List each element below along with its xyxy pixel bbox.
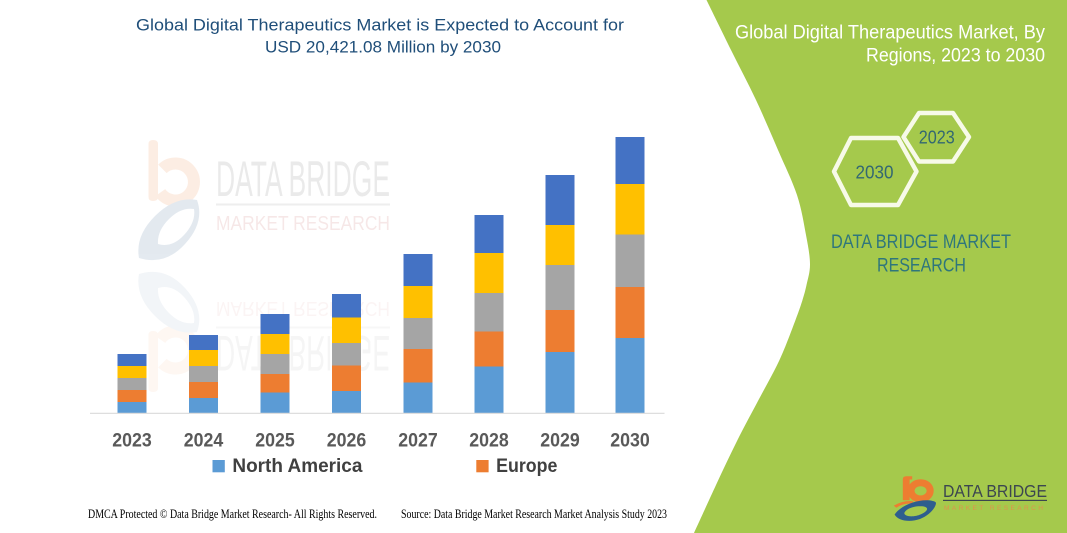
svg-text:USD 20,421.08 Million by 2030: USD 20,421.08 Million by 2030	[265, 38, 501, 57]
svg-text:MARKET RESEARCH: MARKET RESEARCH	[216, 213, 390, 235]
svg-text:2023: 2023	[112, 431, 152, 452]
svg-text:RESEARCH: RESEARCH	[877, 255, 966, 277]
svg-text:MARKET RESEARCH: MARKET RESEARCH	[944, 505, 1045, 512]
svg-text:North America: North America	[232, 456, 362, 477]
svg-text:2023: 2023	[919, 127, 955, 148]
svg-text:2027: 2027	[398, 431, 438, 452]
svg-text:Global Digital Therapeutics Ma: Global Digital Therapeutics Market is Ex…	[136, 16, 624, 35]
svg-text:Regions, 2023 to 2030: Regions, 2023 to 2030	[866, 45, 1045, 66]
svg-text:2024: 2024	[184, 431, 224, 452]
svg-text:2030: 2030	[856, 161, 894, 182]
svg-text:DATA BRIDGE: DATA BRIDGE	[943, 481, 1047, 501]
svg-text:Source: Data Bridge Market Res: Source: Data Bridge Market Research Mark…	[401, 507, 667, 521]
svg-text:2026: 2026	[327, 431, 367, 452]
svg-text:2029: 2029	[540, 431, 580, 452]
svg-text:DMCA Protected © Data Bridge M: DMCA Protected © Data Bridge Market Rese…	[88, 507, 377, 521]
svg-text:DATA BRIDGE: DATA BRIDGE	[216, 151, 390, 207]
svg-text:2028: 2028	[469, 431, 509, 452]
svg-text:Europe: Europe	[496, 456, 557, 477]
svg-text:2030: 2030	[610, 431, 650, 452]
svg-text:2025: 2025	[255, 431, 295, 452]
svg-text:DATA BRIDGE MARKET: DATA BRIDGE MARKET	[831, 231, 1011, 253]
svg-text:Global Digital Therapeutics Ma: Global Digital Therapeutics Market, By	[735, 23, 1045, 44]
